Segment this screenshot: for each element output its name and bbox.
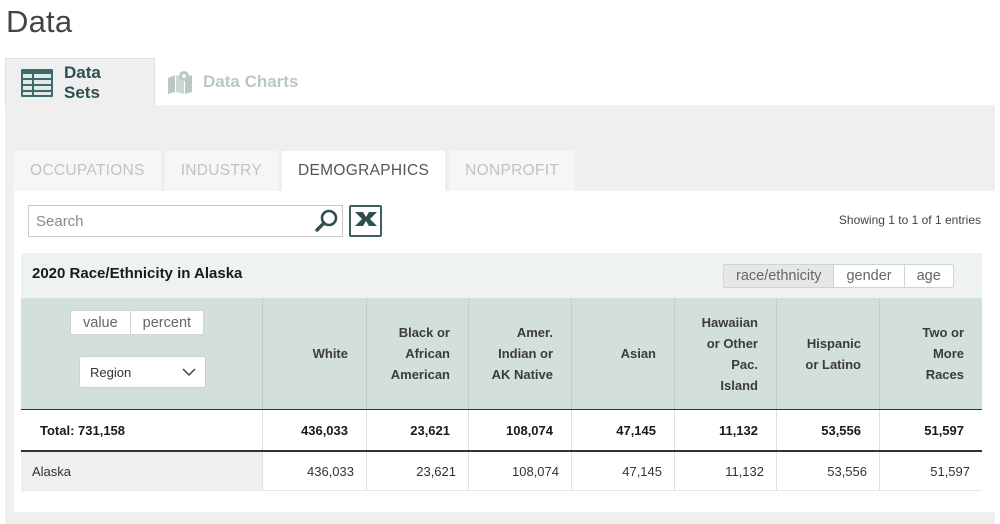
toggle-gender[interactable]: gender (834, 265, 905, 287)
table-icon (20, 68, 54, 98)
table-row[interactable]: Alaska 436,033 23,621 108,074 47,145 11,… (21, 452, 982, 491)
tab-data-sets[interactable]: Data Sets (5, 58, 155, 106)
total-row: Total: 731,158 436,033 23,621 108,074 47… (21, 409, 982, 452)
mode-toggle: value percent (70, 310, 205, 335)
column-header-white[interactable]: White (262, 298, 366, 409)
table-cell: 108,074 (468, 452, 571, 490)
tab-industry[interactable]: INDUSTRY (164, 151, 279, 191)
table-cell: 51,597 (879, 452, 982, 490)
table-cell: 436,033 (262, 452, 366, 490)
tab-data-charts[interactable]: Data Charts (155, 58, 313, 106)
excel-export-icon (353, 209, 379, 234)
total-cell: 11,132 (674, 410, 776, 450)
region-select-value: Region (90, 364, 132, 380)
column-header-hispanic[interactable]: Hispanic or Latino (776, 298, 879, 409)
table-cell: 23,621 (366, 452, 468, 490)
tab-nonprofit[interactable]: NONPROFIT (449, 151, 576, 191)
column-header-hawaiian[interactable]: Hawaiian or Other Pac. Island (674, 298, 776, 409)
map-icon (167, 70, 193, 94)
column-header-asian[interactable]: Asian (571, 298, 674, 409)
column-header-black[interactable]: Black or African American (366, 298, 468, 409)
total-cell: 53,556 (776, 410, 879, 450)
page-title: Data (6, 4, 73, 39)
tab-occupations[interactable]: OCCUPATIONS (14, 151, 161, 191)
table-title: 2020 Race/Ethnicity in Alaska (32, 265, 243, 282)
tab-demographics[interactable]: DEMOGRAPHICS (282, 151, 446, 191)
table-cell: 53,556 (776, 452, 879, 490)
search-icon[interactable] (314, 208, 340, 239)
tab-data-charts-label: Data Charts (203, 72, 299, 91)
toggle-percent[interactable]: percent (142, 314, 192, 331)
column-header-amer-indian[interactable]: Amer. Indian or AK Native (468, 298, 571, 409)
sub-tab-bar: OCCUPATIONS INDUSTRY DEMOGRAPHICS NONPRO… (14, 151, 576, 191)
column-header-two-or-more[interactable]: Two or More Races (879, 298, 982, 409)
toggle-age[interactable]: age (916, 268, 941, 284)
total-cell: 51,597 (879, 410, 982, 450)
total-label: Total: 731,158 (40, 422, 126, 438)
total-cell: 436,033 (262, 410, 366, 450)
row-label: Alaska (21, 452, 262, 490)
table-cell: 47,145 (571, 452, 674, 490)
tab-data-sets-label: Data Sets (64, 62, 101, 102)
top-tab-bar: Data Sets Data Charts (5, 58, 313, 106)
excel-export-button[interactable] (349, 205, 382, 237)
search-box (28, 205, 343, 237)
toggle-race-ethnicity[interactable]: race/ethnicity (724, 265, 835, 287)
dimension-toggle: race/ethnicity gender age (723, 264, 954, 288)
total-cell: 108,074 (468, 410, 571, 450)
table-cell: 11,132 (674, 452, 776, 490)
chevron-down-icon (181, 365, 197, 382)
search-input[interactable] (29, 206, 309, 236)
total-cell: 47,145 (571, 410, 674, 450)
entries-info: Showing 1 to 1 of 1 entries (838, 213, 981, 227)
total-cell: 23,621 (366, 410, 468, 450)
toggle-value[interactable]: value (71, 311, 131, 334)
region-select[interactable]: Region (79, 356, 206, 388)
